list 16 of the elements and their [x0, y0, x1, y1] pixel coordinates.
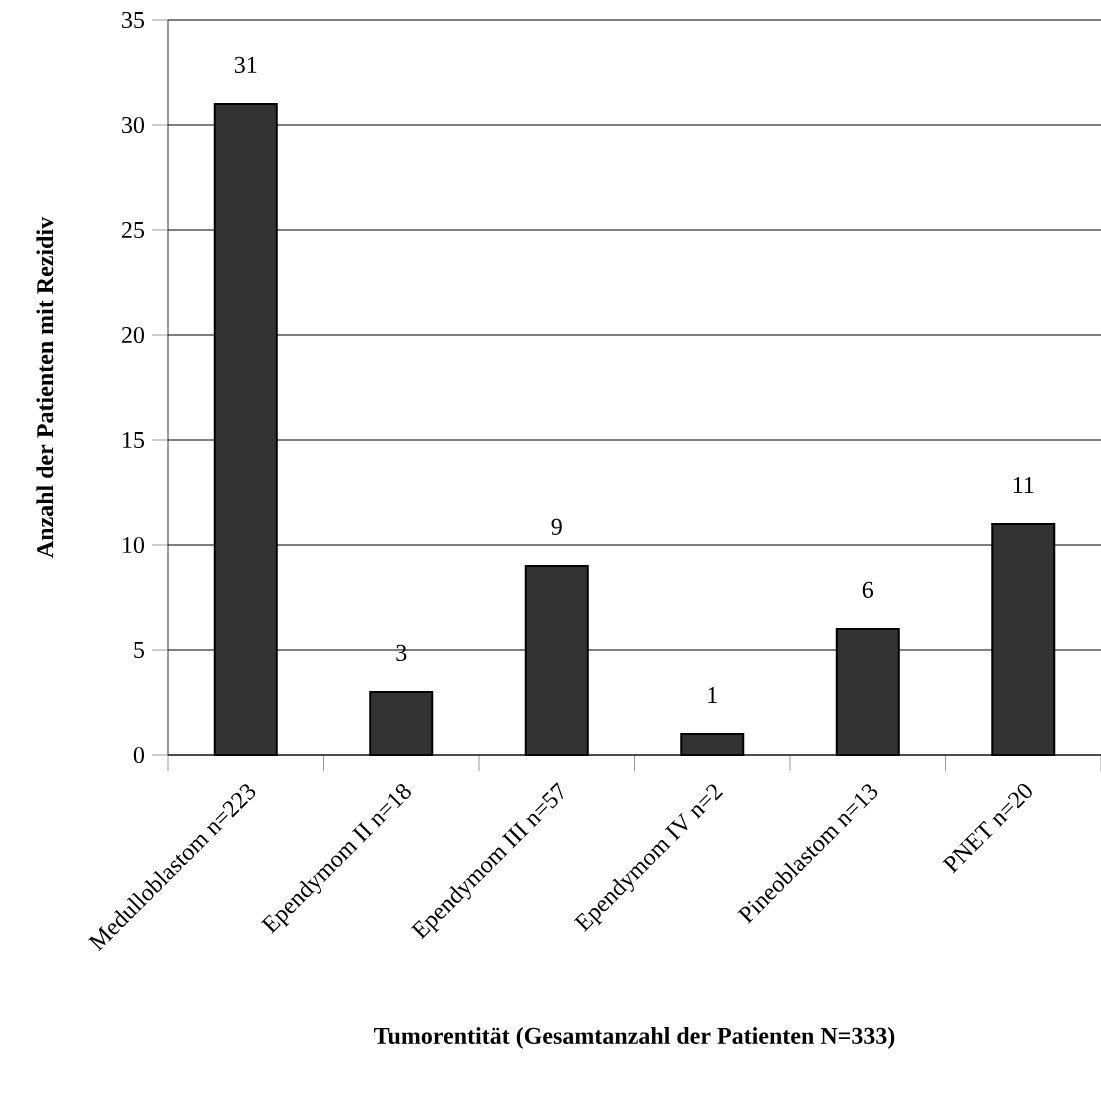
y-tick-label: 5 — [134, 642, 145, 658]
x-axis-title: Tumorentität (Gesamtanzahl der Patienten N=333) — [374, 1027, 895, 1049]
data-label: 3 — [396, 644, 407, 661]
y-tick-label: 25 — [122, 221, 145, 239]
data-label: 9 — [551, 518, 562, 535]
y-tick-label: 20 — [122, 326, 145, 344]
data-label: 31 — [234, 56, 257, 73]
y-tick-label: 30 — [122, 116, 145, 134]
data-label: 11 — [1013, 477, 1034, 493]
data-label: 6 — [862, 581, 874, 598]
y-tick-label: 35 — [122, 11, 145, 29]
y-tick-label: 15 — [123, 431, 145, 449]
y-tick-label: 0 — [133, 746, 145, 764]
data-label: 1 — [708, 687, 717, 703]
y-axis-title: Anzahl der Patienten mit Rezidiv — [36, 216, 54, 558]
y-tick-label: 10 — [123, 536, 145, 554]
